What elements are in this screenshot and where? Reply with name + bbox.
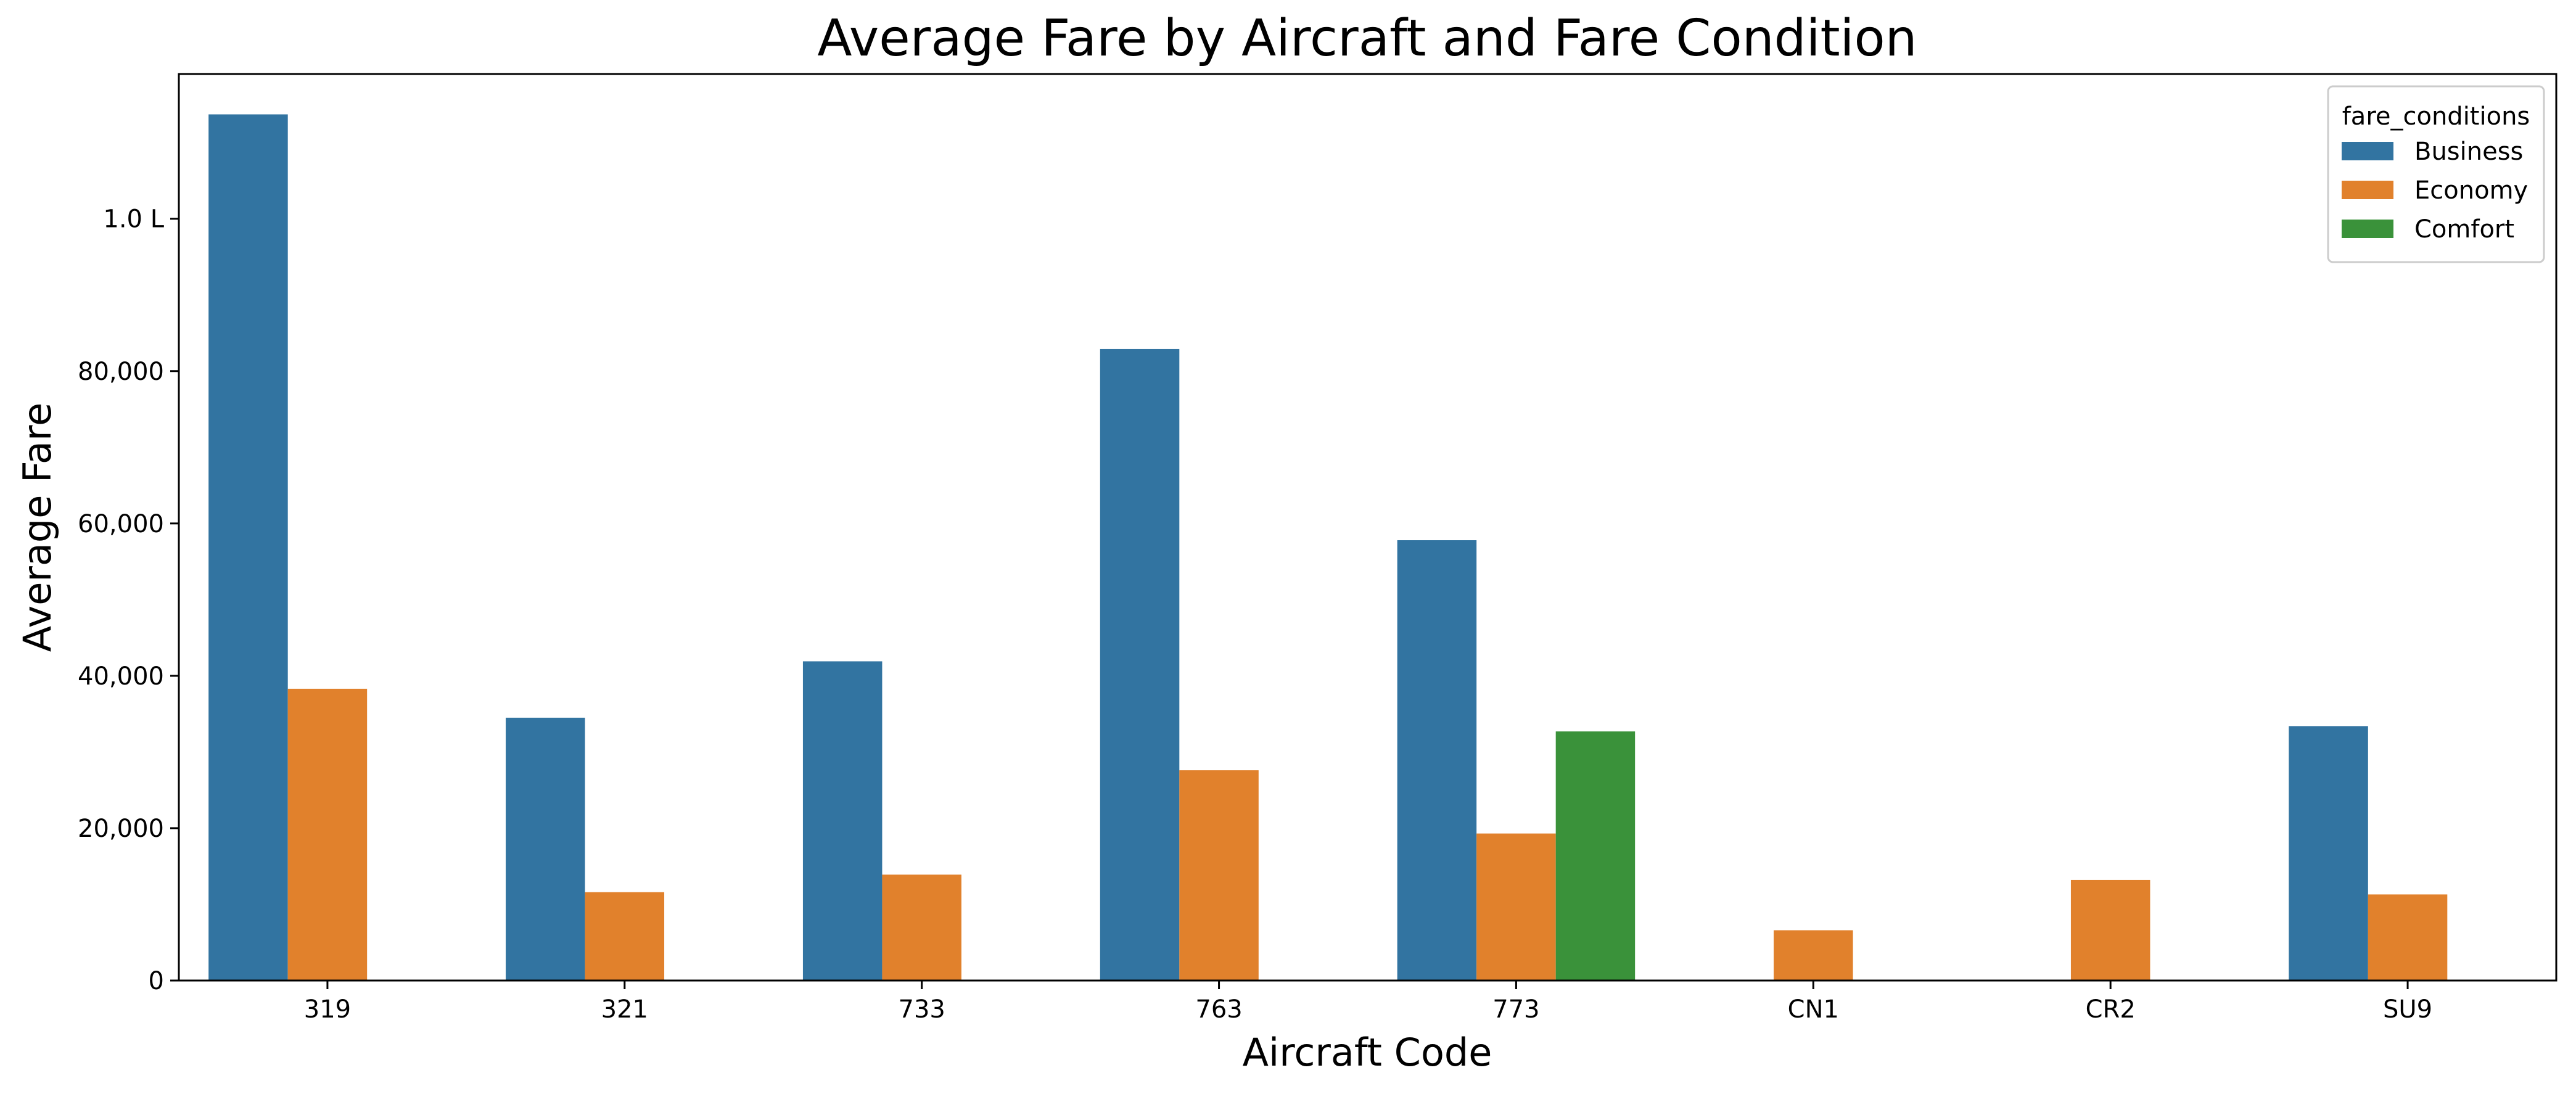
chart-title: Average Fare by Aircraft and Fare Condit…	[817, 9, 1917, 68]
y-tick-label: 1.0 L	[103, 205, 164, 234]
legend-label-economy: Economy	[2414, 176, 2528, 205]
bar-business-733	[802, 661, 883, 981]
bar-business-319	[208, 114, 288, 981]
bar-business-763	[1100, 348, 1180, 981]
x-tick-label: 321	[601, 995, 648, 1024]
x-axis: 319 321 733 763 773 CN1 CR2 SU9	[304, 981, 2432, 1024]
legend-title: fare_conditions	[2342, 102, 2530, 131]
y-tick-label: 80,000	[78, 358, 164, 386]
plot-frame	[178, 73, 2557, 982]
bars-layer	[208, 114, 2448, 981]
legend-label-business: Business	[2414, 138, 2523, 166]
legend-swatch-comfort	[2342, 220, 2393, 238]
bar-comfort-773	[1555, 731, 1636, 981]
bar-economy-319	[287, 688, 368, 981]
bar-economy-773	[1476, 833, 1556, 981]
legend-swatch-business	[2342, 142, 2393, 160]
legend-label-comfort: Comfort	[2414, 215, 2514, 244]
x-tick-label: SU9	[2383, 995, 2432, 1024]
x-tick-label: 319	[304, 995, 351, 1024]
x-tick-label: 733	[899, 995, 945, 1024]
bar-business-su9	[2289, 726, 2368, 981]
legend-swatch-economy	[2342, 181, 2393, 199]
x-tick-label: 763	[1195, 995, 1242, 1024]
bar-economy-763	[1179, 770, 1259, 981]
bar-economy-321	[585, 892, 665, 981]
y-tick-label: 40,000	[78, 662, 164, 691]
y-tick-label: 20,000	[78, 815, 164, 843]
x-tick-label: CN1	[1788, 995, 1839, 1024]
x-tick-label: 773	[1492, 995, 1539, 1024]
bar-economy-733	[882, 874, 961, 981]
bar-economy-cr2	[2070, 879, 2150, 981]
y-tick-label: 60,000	[78, 510, 164, 538]
x-tick-label: CR2	[2086, 995, 2136, 1024]
bar-business-773	[1397, 540, 1477, 981]
legend: fare_conditions Business Economy Comfort	[2327, 85, 2545, 263]
bar-economy-su9	[2368, 894, 2448, 981]
bar-business-321	[506, 717, 585, 981]
y-axis: 0 20,000 40,000 60,000 80,000 1.0 L	[78, 205, 179, 995]
legend-box	[2327, 85, 2545, 263]
y-tick-label: 0	[149, 967, 164, 995]
bar-economy-cn1	[1774, 930, 1853, 981]
x-axis-label: Aircraft Code	[1243, 1030, 1492, 1075]
y-axis-label: Average Fare	[15, 403, 60, 652]
